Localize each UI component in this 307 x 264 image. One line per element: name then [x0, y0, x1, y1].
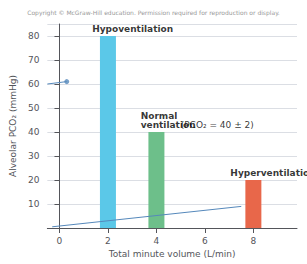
svg-text:8: 8 [251, 236, 257, 246]
svg-text:(PCO₂ = 40 ± 2): (PCO₂ = 40 ± 2) [181, 120, 254, 130]
svg-text:40: 40 [28, 127, 40, 137]
svg-text:0: 0 [57, 236, 63, 246]
svg-text:2: 2 [105, 236, 111, 246]
svg-text:70: 70 [28, 55, 40, 65]
svg-text:Normal: Normal [140, 111, 178, 122]
svg-text:Hyperventilation: Hyperventilation [230, 168, 307, 178]
svg-text:Alveolar PCO₂ (mmHg): Alveolar PCO₂ (mmHg) [8, 75, 18, 177]
svg-text:4: 4 [154, 236, 160, 246]
svg-text:Hypoventilation: Hypoventilation [92, 24, 173, 34]
svg-text:30: 30 [28, 151, 40, 161]
svg-text:10: 10 [28, 199, 40, 209]
svg-text:Total minute volume (L/min): Total minute volume (L/min) [108, 249, 236, 259]
svg-text:50: 50 [28, 103, 40, 113]
svg-text:80: 80 [28, 31, 40, 41]
svg-text:6: 6 [202, 236, 208, 246]
svg-text:Copyright © McGraw-Hill educat: Copyright © McGraw-Hill education. Permi… [27, 9, 280, 17]
svg-text:20: 20 [28, 175, 40, 185]
svg-text:ventilation: ventilation [140, 120, 196, 131]
svg-text:60: 60 [28, 79, 40, 89]
